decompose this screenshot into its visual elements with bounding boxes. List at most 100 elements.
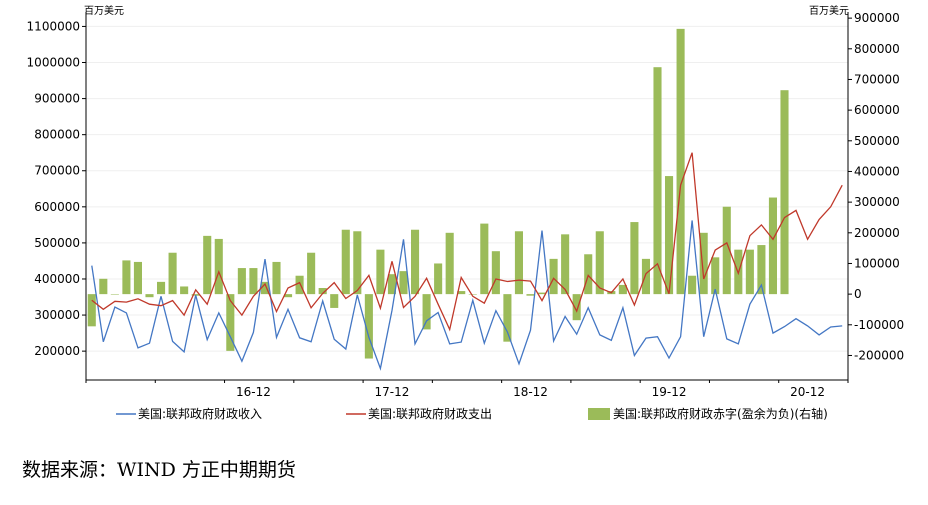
deficit-bar: [214, 238, 223, 295]
deficit-bar: [699, 232, 708, 295]
deficit-bar: [445, 232, 454, 295]
legend-label: 美国:联邦政府财政收入: [138, 406, 262, 421]
right-tick-label: 500000: [854, 134, 900, 148]
right-tick-label: -200000: [854, 348, 904, 362]
x-tick-label: 18-12: [513, 385, 548, 399]
deficit-bar: [491, 251, 500, 295]
deficit-bar: [411, 229, 420, 295]
deficit-bar: [237, 268, 246, 295]
deficit-bar: [376, 249, 385, 295]
left-tick-label: 800000: [34, 128, 80, 142]
deficit-bar: [157, 281, 166, 295]
legend-label: 美国:联邦政府财政赤字(盈余为负)(右轴): [613, 406, 828, 421]
deficit-bar: [272, 261, 281, 295]
deficit-bar: [434, 263, 443, 295]
deficit-bar: [665, 176, 674, 295]
left-tick-label: 200000: [34, 344, 80, 358]
right-tick-label: 700000: [854, 72, 900, 86]
deficit-bar: [110, 294, 119, 295]
deficit-bar: [526, 294, 535, 296]
left-tick-label: 400000: [34, 272, 80, 286]
right-tick-label: -100000: [854, 318, 904, 332]
deficit-bar: [353, 231, 362, 295]
axes: 200000 300000 400000 500000 600000 700000 8000…: [27, 11, 905, 399]
deficit-bar: [538, 292, 547, 295]
right-tick-label: 100000: [854, 256, 900, 270]
legend: 美国:联邦政府财政收入 美国:联邦政府财政支出 美国:联邦政府财政赤字(盈余为负)(…: [116, 406, 828, 421]
left-tick-label: 700000: [34, 164, 80, 178]
deficit-bar: [191, 294, 200, 296]
deficit-bar: [480, 223, 489, 295]
deficit-bar: [561, 234, 570, 295]
deficit-bar: [618, 284, 627, 295]
left-tick-label: 300000: [34, 308, 80, 322]
deficit-bar: [630, 222, 639, 295]
deficit-bar: [503, 294, 512, 342]
deficit-bar: [203, 235, 212, 295]
deficit-bar: [249, 268, 258, 295]
deficit-bar: [549, 258, 558, 295]
expenditure-line: [91, 152, 843, 332]
deficit-bar: [168, 252, 177, 295]
revenue-line: [91, 220, 843, 371]
deficit-bar: [572, 294, 581, 321]
legend-label: 美国:联邦政府财政支出: [368, 406, 492, 421]
deficit-bar: [757, 245, 766, 295]
deficit-bar: [653, 67, 662, 295]
deficit-bar: [768, 197, 777, 295]
deficit-bar: [711, 257, 720, 295]
x-tick-label: 16-12: [236, 385, 271, 399]
deficit-bar: [641, 258, 650, 295]
legend-swatch-bar: [588, 408, 610, 420]
deficit-bar: [457, 291, 466, 295]
deficit-bar: [364, 294, 373, 359]
deficit-bar: [595, 231, 604, 295]
x-tick-label: 17-12: [375, 385, 410, 399]
x-tick-label: 20-12: [790, 385, 825, 399]
deficit-bar: [295, 275, 304, 295]
right-tick-label: 0: [854, 287, 862, 301]
right-tick-label: 800000: [854, 42, 900, 56]
deficit-bar: [133, 261, 142, 295]
deficit-bar: [99, 278, 108, 295]
x-tick-label: 19-12: [652, 385, 687, 399]
deficit-bar: [341, 229, 350, 295]
right-axis-unit: 百万美元: [809, 4, 849, 17]
deficit-bar: [87, 294, 96, 327]
deficit-bar: [676, 28, 685, 295]
deficit-bar: [722, 206, 731, 295]
source-note: 数据来源：WIND 方正中期期货: [22, 459, 296, 481]
deficit-bar: [780, 90, 789, 295]
right-tick-label: 400000: [854, 164, 900, 178]
deficit-bar: [514, 231, 523, 295]
deficit-bar: [468, 294, 477, 295]
deficit-bar: [122, 260, 131, 295]
left-axis-unit: 百万美元: [84, 4, 124, 17]
left-tick-label: 500000: [34, 236, 80, 250]
left-tick-label: 1100000: [27, 19, 80, 33]
grid-lines: [86, 25, 848, 352]
deficit-bar: [145, 294, 154, 298]
deficit-bar: [584, 254, 593, 295]
deficit-bar: [387, 274, 396, 295]
deficit-bar: [307, 252, 316, 295]
deficit-bar: [318, 288, 327, 295]
deficit-bar: [226, 294, 235, 351]
deficit-bar: [180, 286, 189, 295]
deficit-bar: [422, 294, 431, 330]
deficit-bar: [399, 271, 408, 295]
left-tick-label: 900000: [34, 92, 80, 106]
right-tick-label: 900000: [854, 11, 900, 25]
deficit-bar: [330, 294, 339, 308]
left-tick-label: 1000000: [27, 56, 80, 70]
right-tick-label: 200000: [854, 226, 900, 240]
deficit-bar: [260, 281, 269, 295]
left-tick-label: 600000: [34, 200, 80, 214]
right-tick-label: 600000: [854, 103, 900, 117]
line-series: [91, 152, 843, 371]
right-tick-label: 300000: [854, 195, 900, 209]
deficit-bar: [284, 294, 293, 298]
deficit-bar: [745, 249, 754, 295]
deficit-bar: [688, 275, 697, 295]
